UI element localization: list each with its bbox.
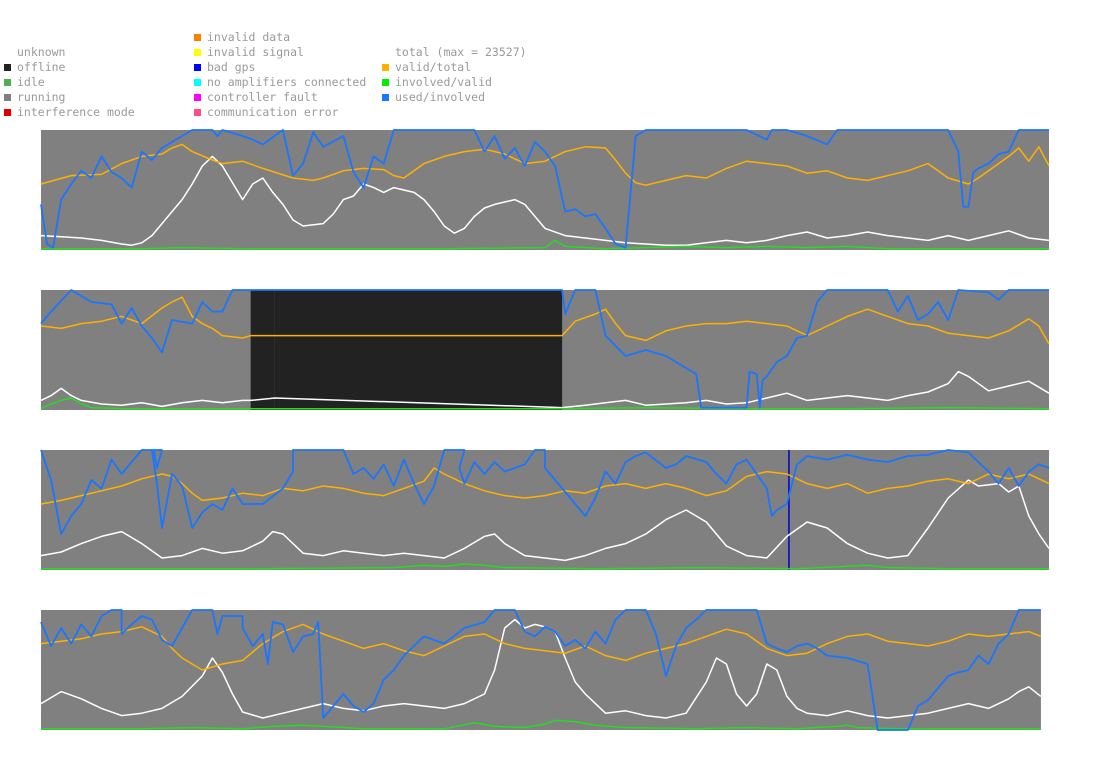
involved-valid-line	[40, 397, 1050, 410]
legend-label: bad gps	[207, 60, 256, 74]
panel-3	[40, 449, 1050, 570]
legend-label: offline	[17, 60, 66, 74]
legend-swatch	[194, 64, 201, 71]
legend-swatch	[382, 94, 389, 101]
legend-swatch	[4, 94, 11, 101]
valid-total-line	[40, 623, 1042, 671]
panel-background	[41, 610, 1041, 730]
legend-label: invalid data	[207, 30, 291, 44]
legend-swatch	[194, 79, 201, 86]
used-involved-line	[40, 449, 1050, 535]
legend-swatch	[382, 64, 389, 71]
used-involved-line	[40, 609, 1041, 731]
legend-swatch	[382, 49, 389, 56]
legend-label: no amplifiers connected	[207, 75, 367, 89]
legend-label: invalid signal	[207, 45, 304, 59]
legend-label: involved/valid	[395, 75, 492, 89]
total-line	[40, 155, 1050, 246]
legend-swatch	[194, 34, 201, 41]
total-line	[40, 479, 1050, 562]
used-involved-line	[40, 289, 1049, 409]
legend-swatch	[4, 64, 11, 71]
legend-label: idle	[17, 75, 45, 89]
legend-swatch	[4, 79, 11, 86]
valid-total-line	[40, 296, 1050, 345]
total-line	[40, 370, 1050, 409]
legend-label: used/involved	[395, 90, 486, 104]
legend-swatch	[194, 49, 201, 56]
total-line	[40, 618, 1042, 719]
panel-background	[41, 130, 1049, 250]
offline-span	[274, 290, 563, 410]
offline-span	[250, 290, 275, 410]
legend-label: communication error	[207, 105, 339, 119]
panel-1	[40, 129, 1050, 250]
valid-total-line	[40, 467, 1050, 505]
legend: unknown offline idle running interference mo…	[4, 30, 564, 122]
legend-label: interference mode	[17, 105, 135, 119]
legend-swatch	[194, 109, 201, 116]
panel-4	[40, 609, 1042, 731]
legend-swatch	[382, 79, 389, 86]
legend-label: valid/total	[395, 60, 472, 74]
legend-label: controller fault	[207, 90, 318, 104]
legend-swatch	[4, 49, 11, 56]
legend-label: unknown	[17, 45, 66, 59]
legend-label: total (max = 23527)	[395, 45, 527, 59]
valid-total-line	[40, 143, 1050, 186]
legend-swatch	[194, 94, 201, 101]
used-involved-line	[40, 129, 1049, 249]
legend-swatch	[4, 109, 11, 116]
panel-2	[40, 289, 1050, 410]
involved-valid-line	[41, 563, 1049, 570]
involved-valid-line	[41, 719, 1041, 730]
legend-label: running	[17, 90, 66, 104]
